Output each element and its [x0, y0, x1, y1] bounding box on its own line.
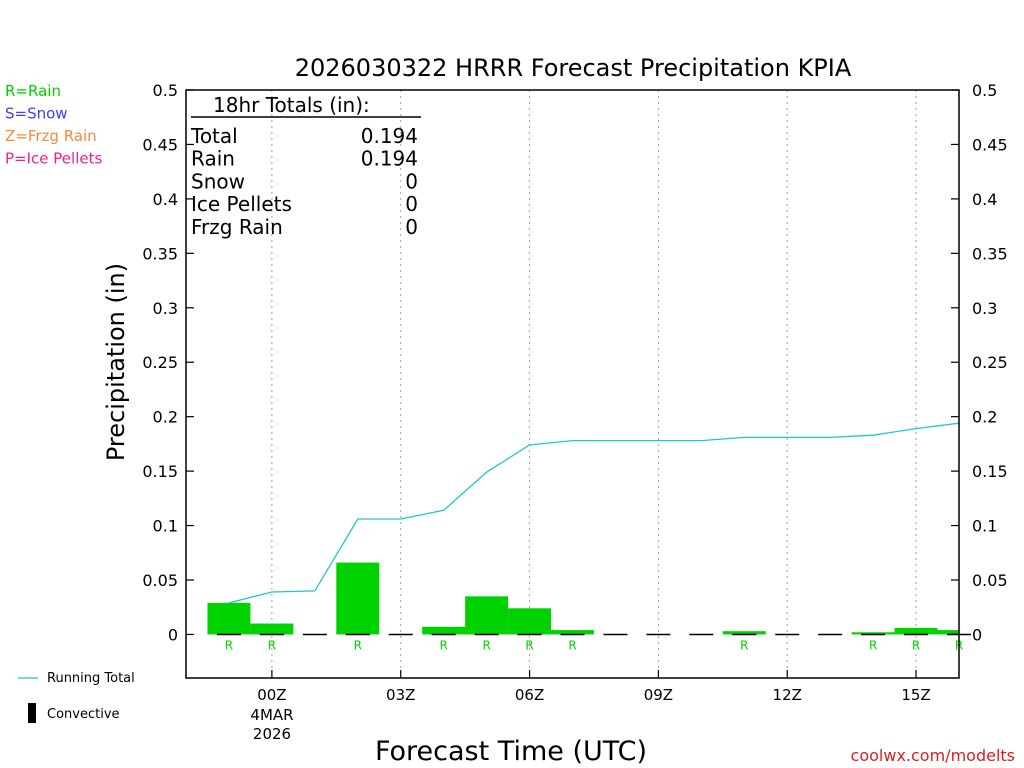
precip-type-marker: R	[482, 638, 490, 652]
precip-type-legend-item: R=Rain	[5, 82, 61, 100]
totals-row-value: 0	[405, 215, 418, 239]
precip-type-legend-item: Z=Frzg Rain	[5, 127, 97, 145]
precip-bar	[937, 630, 959, 635]
y-tick-label-left: 0.5	[153, 81, 178, 100]
precip-bar	[207, 602, 251, 635]
precip-type-marker: R	[740, 638, 748, 652]
x-axis-ticks: 00Z 03Z 06Z 09Z 12Z 15Z	[257, 670, 931, 704]
y-tick-label-left: 0.05	[142, 571, 178, 590]
running-total-line	[228, 422, 960, 604]
y-tick-label-right: 0.1	[972, 517, 997, 536]
y-tick-label-right: 0.5	[972, 81, 997, 100]
y-tick-label-left: 0.3	[153, 299, 178, 318]
y-tick-label-right: 0.25	[972, 353, 1008, 372]
totals-row-label: Snow	[191, 169, 245, 193]
precip-type-marker: R	[912, 638, 920, 652]
totals-row-value: 0	[405, 169, 418, 193]
y-tick-label-left: 0.15	[142, 462, 178, 481]
precip-type-marker: R	[869, 638, 877, 652]
y-tick-label-right: 0.15	[972, 462, 1008, 481]
totals-row-value: 0.194	[361, 124, 418, 148]
precip-bar	[336, 562, 380, 635]
y-tick-label-right: 0.2	[972, 408, 997, 427]
precip-type-legend-item: S=Snow	[5, 105, 68, 123]
precip-type-marker: R	[439, 638, 447, 652]
precip-bar	[894, 627, 938, 635]
totals-row-value: 0	[405, 192, 418, 216]
running-total-series	[228, 422, 960, 604]
precip-bar	[250, 623, 294, 635]
bar-series	[207, 562, 971, 636]
y-tick-label-left: 0.2	[153, 408, 178, 427]
date-label-year: 2026	[253, 725, 291, 743]
precip-type-marker: R	[568, 638, 576, 652]
x-tick-label: 12Z	[773, 686, 802, 704]
date-label-day: 4MAR	[250, 706, 293, 724]
x-axis-label: Forecast Time (UTC)	[375, 736, 647, 767]
y-tick-label-left: 0.1	[153, 517, 178, 536]
y-tick-label-right: 0.35	[972, 244, 1008, 263]
y-axis-label: Precipitation (in)	[102, 263, 130, 461]
totals-row-label: Frzg Rain	[191, 215, 283, 239]
precip-bar	[508, 608, 552, 635]
convective-legend-swatch	[28, 703, 36, 723]
convective-legend-label: Convective	[47, 707, 120, 722]
grid-lines	[271, 90, 917, 678]
chart-title: 2026030322 HRRR Forecast Precipitation K…	[295, 54, 852, 82]
precip-type-legend-item: P=Ice Pellets	[5, 150, 102, 168]
running-total-legend-label: Running Total	[47, 671, 135, 686]
precip-type-marker: R	[525, 638, 533, 652]
y-tick-label-right: 0	[972, 625, 982, 644]
credit-label: coolwx.com/modelts	[851, 746, 1015, 765]
precip-type-marker: R	[354, 638, 362, 652]
y-tick-label-right: 0.3	[972, 299, 997, 318]
precip-type-marker: R	[225, 638, 233, 652]
precip-bar	[422, 626, 466, 635]
x-tick-label: 15Z	[901, 686, 930, 704]
line-legend: Running Total Convective	[18, 671, 135, 723]
y-tick-label-left: 0.4	[153, 190, 178, 209]
y-tick-label-right: 0.4	[972, 190, 997, 209]
y-tick-label-right: 0.45	[972, 135, 1008, 154]
precip-type-marker: R	[268, 638, 276, 652]
precip-type-legend: R=Rain S=Snow Z=Frzg Rain P=Ice Pellets	[5, 82, 102, 168]
totals-row-label: Rain	[191, 147, 235, 171]
y-tick-label-left: 0.35	[142, 244, 178, 263]
plot-frame	[185, 89, 960, 679]
totals-title: 18hr Totals (in):	[213, 93, 370, 117]
totals-row-label: Ice Pellets	[191, 192, 292, 216]
x-tick-label: 03Z	[386, 686, 415, 704]
y-tick-label-left: 0.25	[142, 353, 178, 372]
x-tick-label: 06Z	[515, 686, 544, 704]
y-axis-ticks: 0 00.05 0.050.1 0.10.15 0.150.2 0.20.25 0.250.…	[142, 81, 1007, 644]
totals-box: 18hr Totals (in): Total 0.194 Rain 0.194 Sno…	[190, 93, 421, 239]
x-tick-label: 09Z	[644, 686, 673, 704]
totals-row-label: Total	[190, 124, 238, 148]
y-tick-label-left: 0.45	[142, 135, 178, 154]
y-tick-label-left: 0	[168, 625, 178, 644]
precip-bar	[551, 630, 594, 635]
y-tick-label-right: 0.05	[972, 571, 1008, 590]
precip-bar	[722, 631, 766, 635]
x-tick-label: 00Z	[257, 686, 286, 704]
precip-bar	[465, 596, 509, 635]
totals-row-value: 0.194	[361, 147, 418, 171]
precip-bar	[851, 632, 895, 635]
